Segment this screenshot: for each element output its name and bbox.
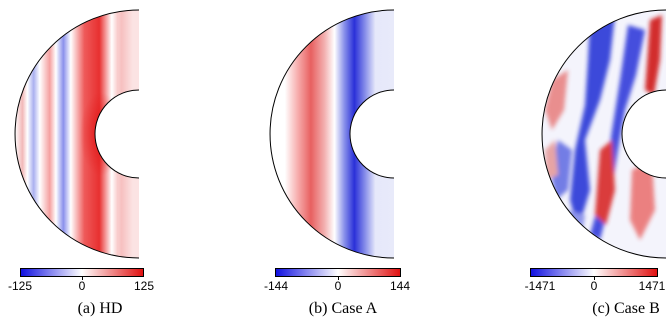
colorbar-mid-label: 0 bbox=[590, 279, 598, 293]
caption-case-a: (b) Case A bbox=[308, 300, 378, 317]
caption-case-b: (c) Case B bbox=[592, 300, 660, 317]
shell-plot-case-a bbox=[269, 9, 395, 259]
panel-case-b: -1471 0 1471 (c) Case B bbox=[440, 0, 669, 325]
colorbar-tick-mid bbox=[594, 277, 595, 280]
colorbar-max-label: 1471 bbox=[638, 279, 666, 293]
colorbar-tick-mid bbox=[338, 277, 339, 280]
panel-case-a: -144 0 144 (b) Case A bbox=[220, 0, 440, 325]
colorbar-max-label: 144 bbox=[389, 279, 411, 293]
colorbar-min-label: -1471 bbox=[524, 279, 556, 293]
colorbar-case-b bbox=[530, 268, 658, 277]
panel-hd: -125 0 125 (a) HD bbox=[0, 0, 220, 325]
colorbar-mid-label: 0 bbox=[78, 279, 86, 293]
colorbar-case-a bbox=[275, 268, 401, 277]
colorbar-hd bbox=[20, 268, 144, 277]
caption-hd: (a) HD bbox=[77, 300, 123, 317]
shell-plot-hd bbox=[14, 9, 140, 259]
colorbar-mid-label: 0 bbox=[334, 279, 342, 293]
colorbar-tick-mid bbox=[82, 277, 83, 280]
shell-plot-case-b bbox=[541, 9, 667, 259]
colorbar-max-label: 125 bbox=[133, 279, 155, 293]
colorbar-min-label: -125 bbox=[7, 279, 33, 293]
colorbar-min-label: -144 bbox=[263, 279, 289, 293]
